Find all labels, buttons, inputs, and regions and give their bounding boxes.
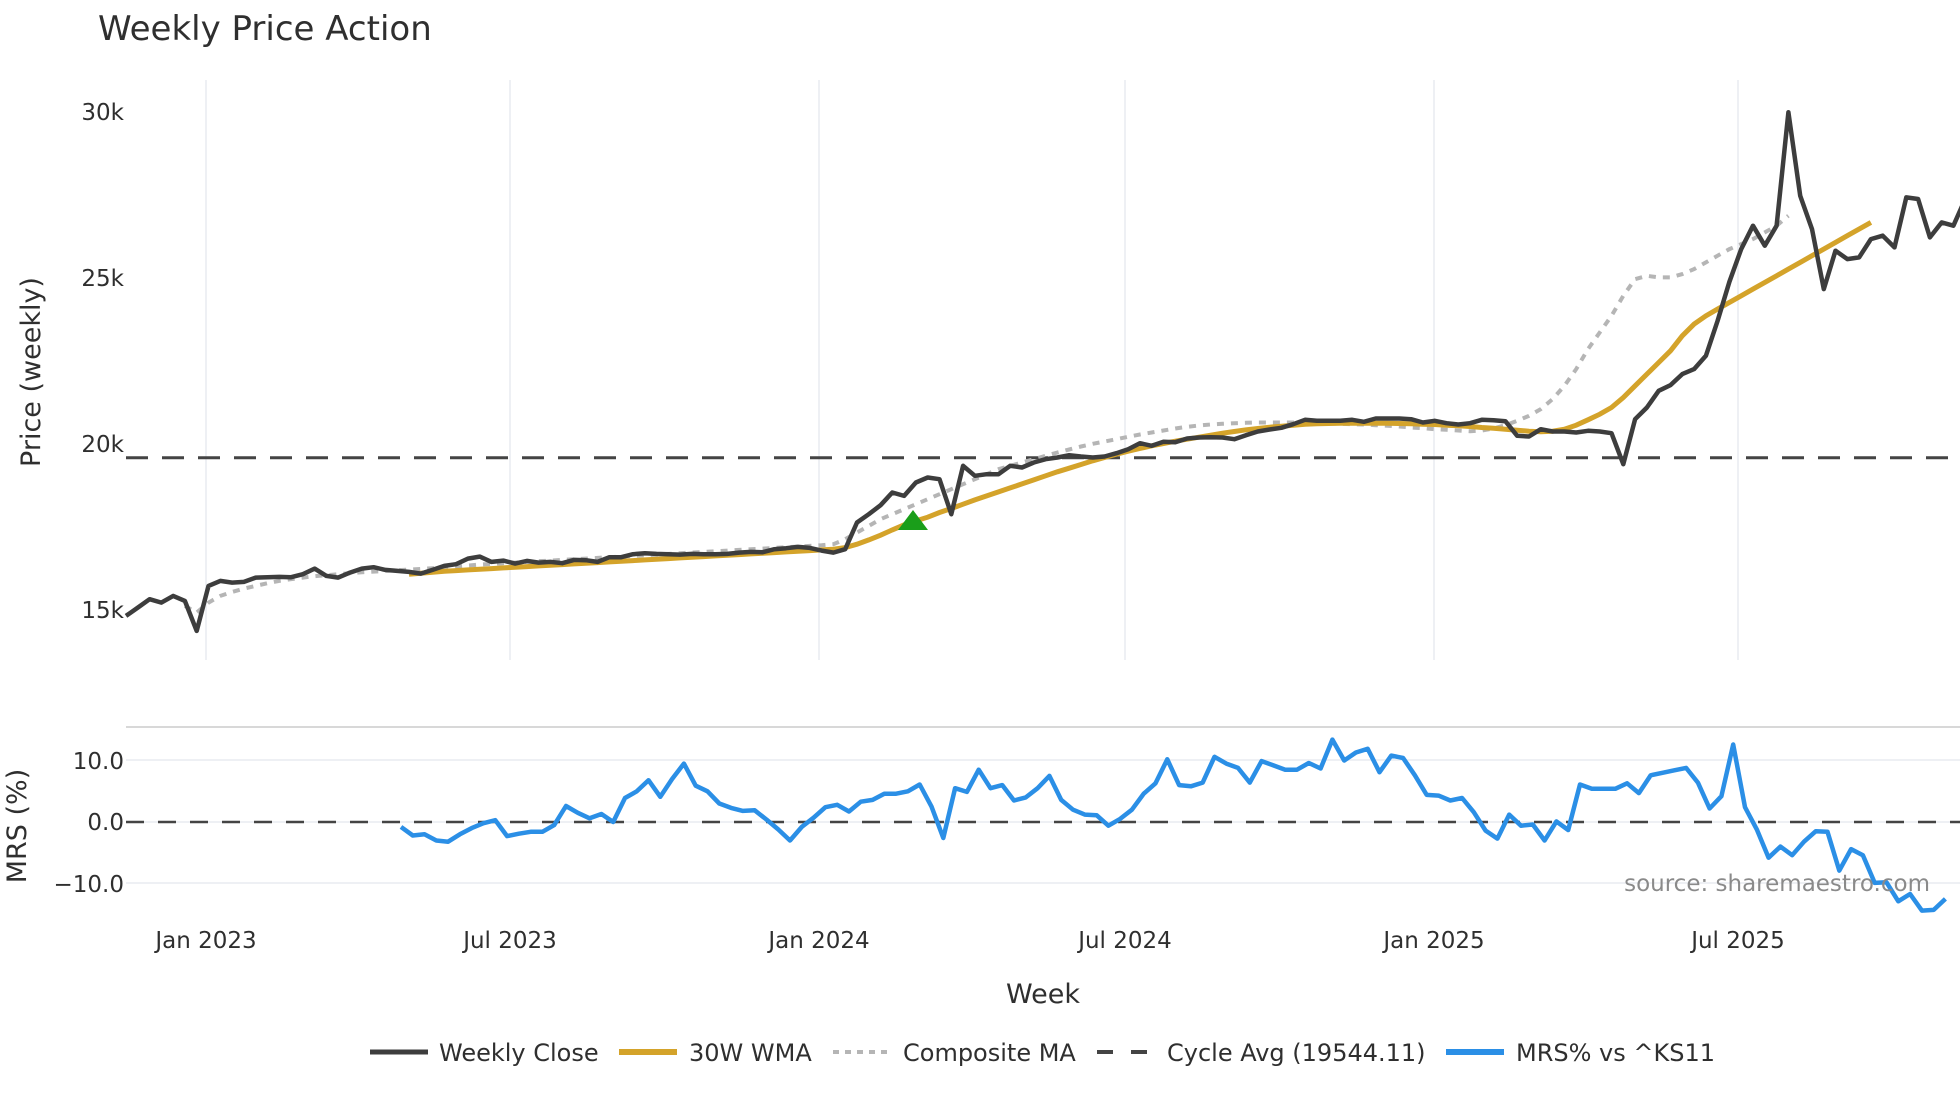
price-tick-20k: 20k xyxy=(81,432,124,458)
price-axis-label: Price (weekly) xyxy=(16,277,47,467)
x-tick-jan-2025: Jan 2025 xyxy=(1381,928,1484,954)
price-tick-30k: 30k xyxy=(81,100,124,126)
chart-title: Weekly Price Action xyxy=(98,9,432,49)
composite-ma-line xyxy=(183,214,1790,616)
legend-label: Cycle Avg (19544.11) xyxy=(1167,1039,1426,1067)
signal-triangle-icon xyxy=(898,510,928,530)
legend-item-wma30[interactable]: 30W WMA xyxy=(619,1039,812,1067)
mrs-horizontal-gridlines xyxy=(126,759,1960,884)
vertical-gridlines xyxy=(205,80,1739,660)
x-axis-label: Week xyxy=(1006,979,1080,1010)
legend-item-cycle-avg[interactable]: Cycle Avg (19544.11) xyxy=(1097,1039,1426,1067)
legend: Weekly Close 30W WMA Composite MA Cycle … xyxy=(370,1039,1715,1067)
x-tick-jul-2024: Jul 2024 xyxy=(1076,928,1172,954)
legend-label: Composite MA xyxy=(903,1039,1076,1067)
x-tick-jan-2024: Jan 2024 xyxy=(766,928,869,954)
price-tick-15k: 15k xyxy=(81,598,124,624)
x-tick-jul-2023: Jul 2023 xyxy=(461,928,557,954)
legend-item-mrs[interactable]: MRS% vs ^KS11 xyxy=(1446,1039,1715,1067)
mrs-tick-neg10: −10.0 xyxy=(54,872,124,898)
wma30-line xyxy=(408,220,1873,577)
x-tick-jan-2023: Jan 2023 xyxy=(153,928,256,954)
legend-label: Weekly Close xyxy=(439,1039,599,1067)
source-note: source: sharemaestro.com xyxy=(1624,871,1930,897)
legend-label: 30W WMA xyxy=(689,1039,812,1067)
legend-item-composite-ma[interactable]: Composite MA xyxy=(833,1039,1076,1067)
legend-item-weekly-close[interactable]: Weekly Close xyxy=(370,1039,599,1067)
x-tick-jul-2025: Jul 2025 xyxy=(1689,928,1785,954)
mrs-axis-label: MRS (%) xyxy=(2,769,33,884)
mrs-tick-10: 10.0 xyxy=(73,749,124,775)
price-tick-25k: 25k xyxy=(81,266,124,292)
mrs-tick-0: 0.0 xyxy=(87,810,124,836)
mrs-line xyxy=(399,737,1947,913)
weekly-close-line xyxy=(124,110,1960,634)
legend-label: MRS% vs ^KS11 xyxy=(1516,1039,1715,1067)
